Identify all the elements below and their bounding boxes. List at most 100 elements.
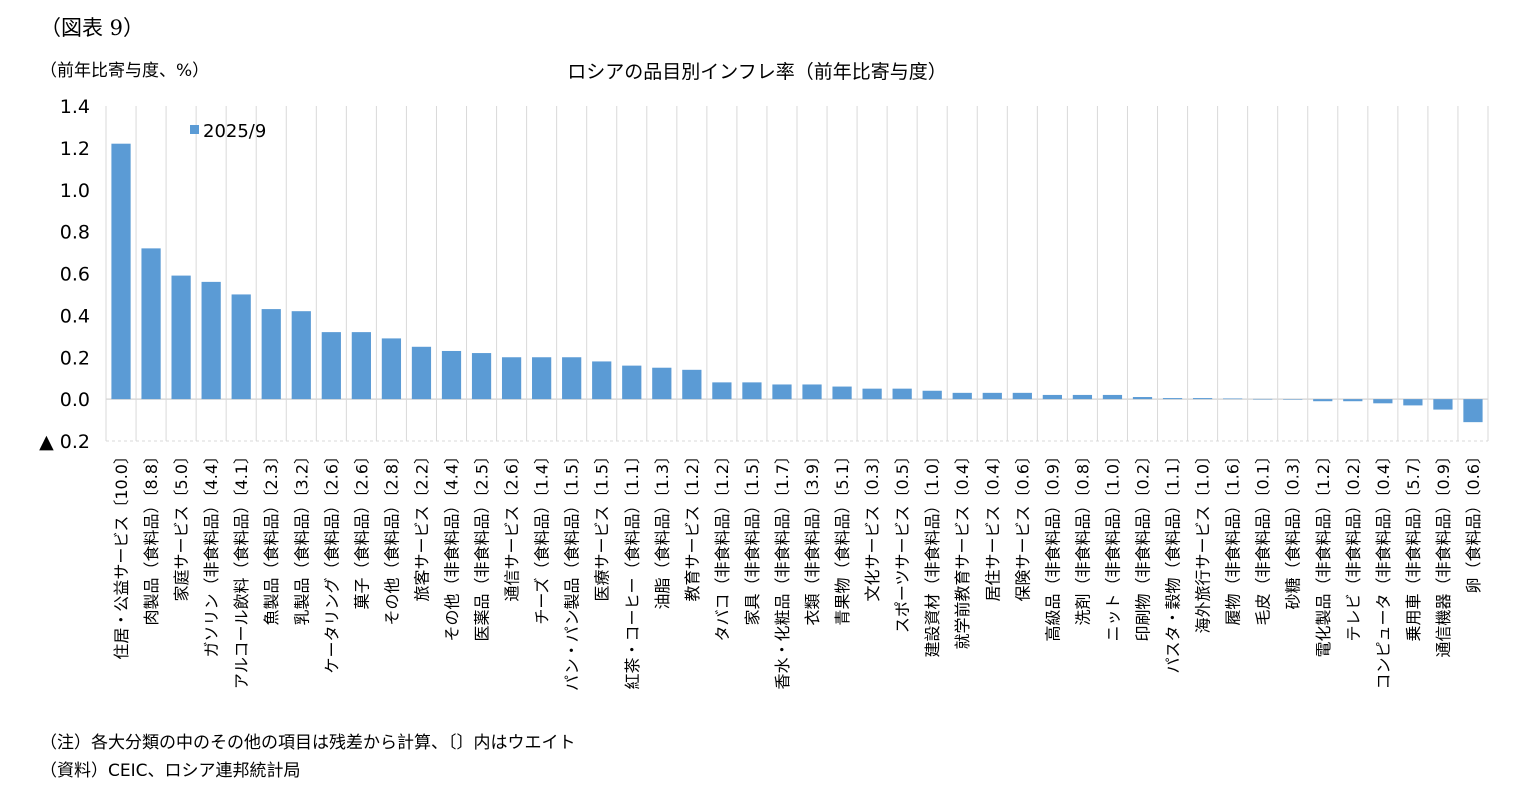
note: （注）各大分類の中のその他の項目は残差から計算、〔〕内はウエイト [40, 733, 576, 753]
bar [862, 388, 882, 400]
bar [682, 369, 702, 400]
bar [832, 386, 852, 400]
x-tick-label: 砂糖（食料品）〔0.3〕 [1284, 448, 1303, 609]
x-tick-label: 乳製品（食料品）〔3.2〕 [292, 448, 311, 625]
bar [1433, 399, 1453, 410]
x-tick-label: その他（食料品）〔2.8〕 [382, 448, 401, 625]
x-tick-label: パン・パン製品（食料品）〔1.5〕 [563, 448, 582, 691]
x-tick-label: 印刷物（非食料品）〔0.2〕 [1134, 448, 1153, 641]
x-tick-label: 文化サービス〔0.3〕 [863, 448, 882, 601]
x-tick-label: 肉製品（食料品）〔8.8〕 [142, 448, 161, 625]
bar [1283, 399, 1303, 400]
x-tick-label: 紅茶・コーヒー（食料品）〔1.1〕 [623, 448, 642, 689]
bar [1373, 399, 1393, 404]
bar [291, 311, 311, 400]
bar [411, 346, 432, 400]
y-axis-label: （前年比寄与度、%） [40, 61, 210, 81]
x-tick-label: 通信サービス〔2.6〕 [503, 448, 522, 601]
x-tick-label: ニット（非食料品）〔1.0〕 [1103, 448, 1122, 641]
bar [441, 350, 462, 400]
bar [742, 382, 762, 400]
bar [261, 309, 281, 400]
x-tick-label: その他（非食料品）〔4.4〕 [443, 448, 462, 641]
y-tick-label: 0.8 [60, 222, 90, 244]
bar [321, 332, 341, 400]
figure-label: （図表 9） [40, 16, 145, 40]
bar [532, 357, 552, 400]
bar [1042, 394, 1062, 400]
x-tick-label: 海外旅行サービス〔1.0〕 [1194, 448, 1213, 633]
x-tick-label: パスタ・穀物（食料品）〔1.1〕 [1164, 448, 1183, 673]
x-tick-label: 菓子（食料品）〔2.6〕 [352, 448, 371, 609]
y-tick-label: 1.4 [60, 96, 90, 118]
y-tick-label: 0.4 [60, 305, 90, 327]
x-tick-label: 居住サービス〔0.4〕 [983, 448, 1002, 601]
bar [501, 357, 522, 400]
bar [1313, 399, 1333, 402]
bar [231, 294, 251, 400]
bar [1223, 398, 1243, 400]
x-tick-label: 卵（食料品）〔0.6〕 [1464, 448, 1483, 593]
bar [1102, 394, 1123, 400]
x-tick-label: 就学前教育サービス〔0.4〕 [953, 448, 972, 649]
bar [922, 390, 942, 400]
y-tick-label: 1.0 [60, 180, 90, 202]
bar [1132, 397, 1153, 400]
x-tick-label: 香水・化粧品（非食料品）〔1.7〕 [773, 448, 792, 689]
bar [802, 384, 822, 400]
y-tick-label: 0.2 [60, 347, 90, 369]
bar [1343, 399, 1363, 402]
x-tick-label: 油脂（食料品）〔1.3〕 [653, 448, 672, 609]
x-tick-label: チーズ（食料品）〔1.4〕 [533, 448, 552, 625]
bar [471, 353, 492, 400]
bar [1162, 398, 1183, 400]
x-tick-label: 履物（非食料品）〔1.6〕 [1224, 448, 1243, 625]
bar [622, 365, 642, 400]
x-tick-label: 青果物（食料品）〔5.1〕 [833, 448, 852, 625]
y-tick-label: 0.6 [60, 264, 90, 286]
x-tick-label: 衣類（非食料品）〔3.9〕 [803, 448, 822, 625]
bar [141, 248, 161, 400]
bar [592, 361, 612, 400]
x-tick-label: 教育サービス〔1.2〕 [683, 448, 702, 601]
bar [1192, 398, 1213, 400]
x-tick-label: 家具（非食料品）〔1.5〕 [743, 448, 762, 625]
bar [652, 367, 672, 400]
x-tick-label: 保険サービス〔0.6〕 [1013, 448, 1032, 601]
bar [381, 338, 402, 400]
x-tick-label: 旅客サービス〔2.2〕 [412, 448, 431, 601]
bar [171, 275, 191, 400]
x-tick-label: 魚製品（食料品）〔2.3〕 [262, 448, 281, 625]
bar [982, 392, 1002, 400]
legend-label: 2025/9 [203, 121, 266, 142]
x-tick-label: 電化製品（非食料品）〔1.2〕 [1314, 448, 1333, 657]
x-tick-label: タバコ（非食料品）〔1.2〕 [713, 448, 732, 641]
x-tick-label: 洗剤（非食料品）〔0.8〕 [1073, 448, 1092, 625]
bar [201, 281, 221, 400]
x-tick-label: ガソリン（非食料品）〔4.4〕 [202, 448, 221, 657]
x-tick-label: 医療サービス〔1.5〕 [593, 448, 612, 601]
x-tick-label: 医薬品（非食料品）〔2.5〕 [473, 448, 492, 641]
bar [1253, 398, 1273, 400]
bar [111, 143, 131, 400]
x-tick-label: 高級品（非食料品）〔0.9〕 [1043, 448, 1062, 641]
y-tick-label: 1.2 [60, 138, 90, 160]
bar [772, 384, 792, 400]
bar [562, 357, 582, 400]
x-tick-label: 通信機器（非食料品）〔0.9〕 [1434, 448, 1453, 657]
bar [1463, 399, 1483, 423]
source: （資料）CEIC、ロシア連邦統計局 [40, 761, 301, 781]
bar [712, 382, 732, 400]
bar [1072, 394, 1093, 400]
legend-swatch [190, 125, 199, 134]
bar [1403, 399, 1423, 406]
x-tick-label: 建設資材（非食料品）〔1.0〕 [923, 448, 942, 657]
x-tick-label: コンピュータ（非食料品）〔0.4〕 [1374, 448, 1393, 689]
x-tick-label: スポーツサービス〔0.5〕 [893, 448, 912, 633]
x-tick-label: 住居・公益サービス〔10.0〕 [112, 448, 131, 660]
y-tick-label: ▲ 0.2 [39, 431, 90, 453]
y-tick-label: 0.0 [60, 389, 90, 411]
x-tick-label: アルコール飲料（食料品）〔4.1〕 [232, 448, 251, 689]
